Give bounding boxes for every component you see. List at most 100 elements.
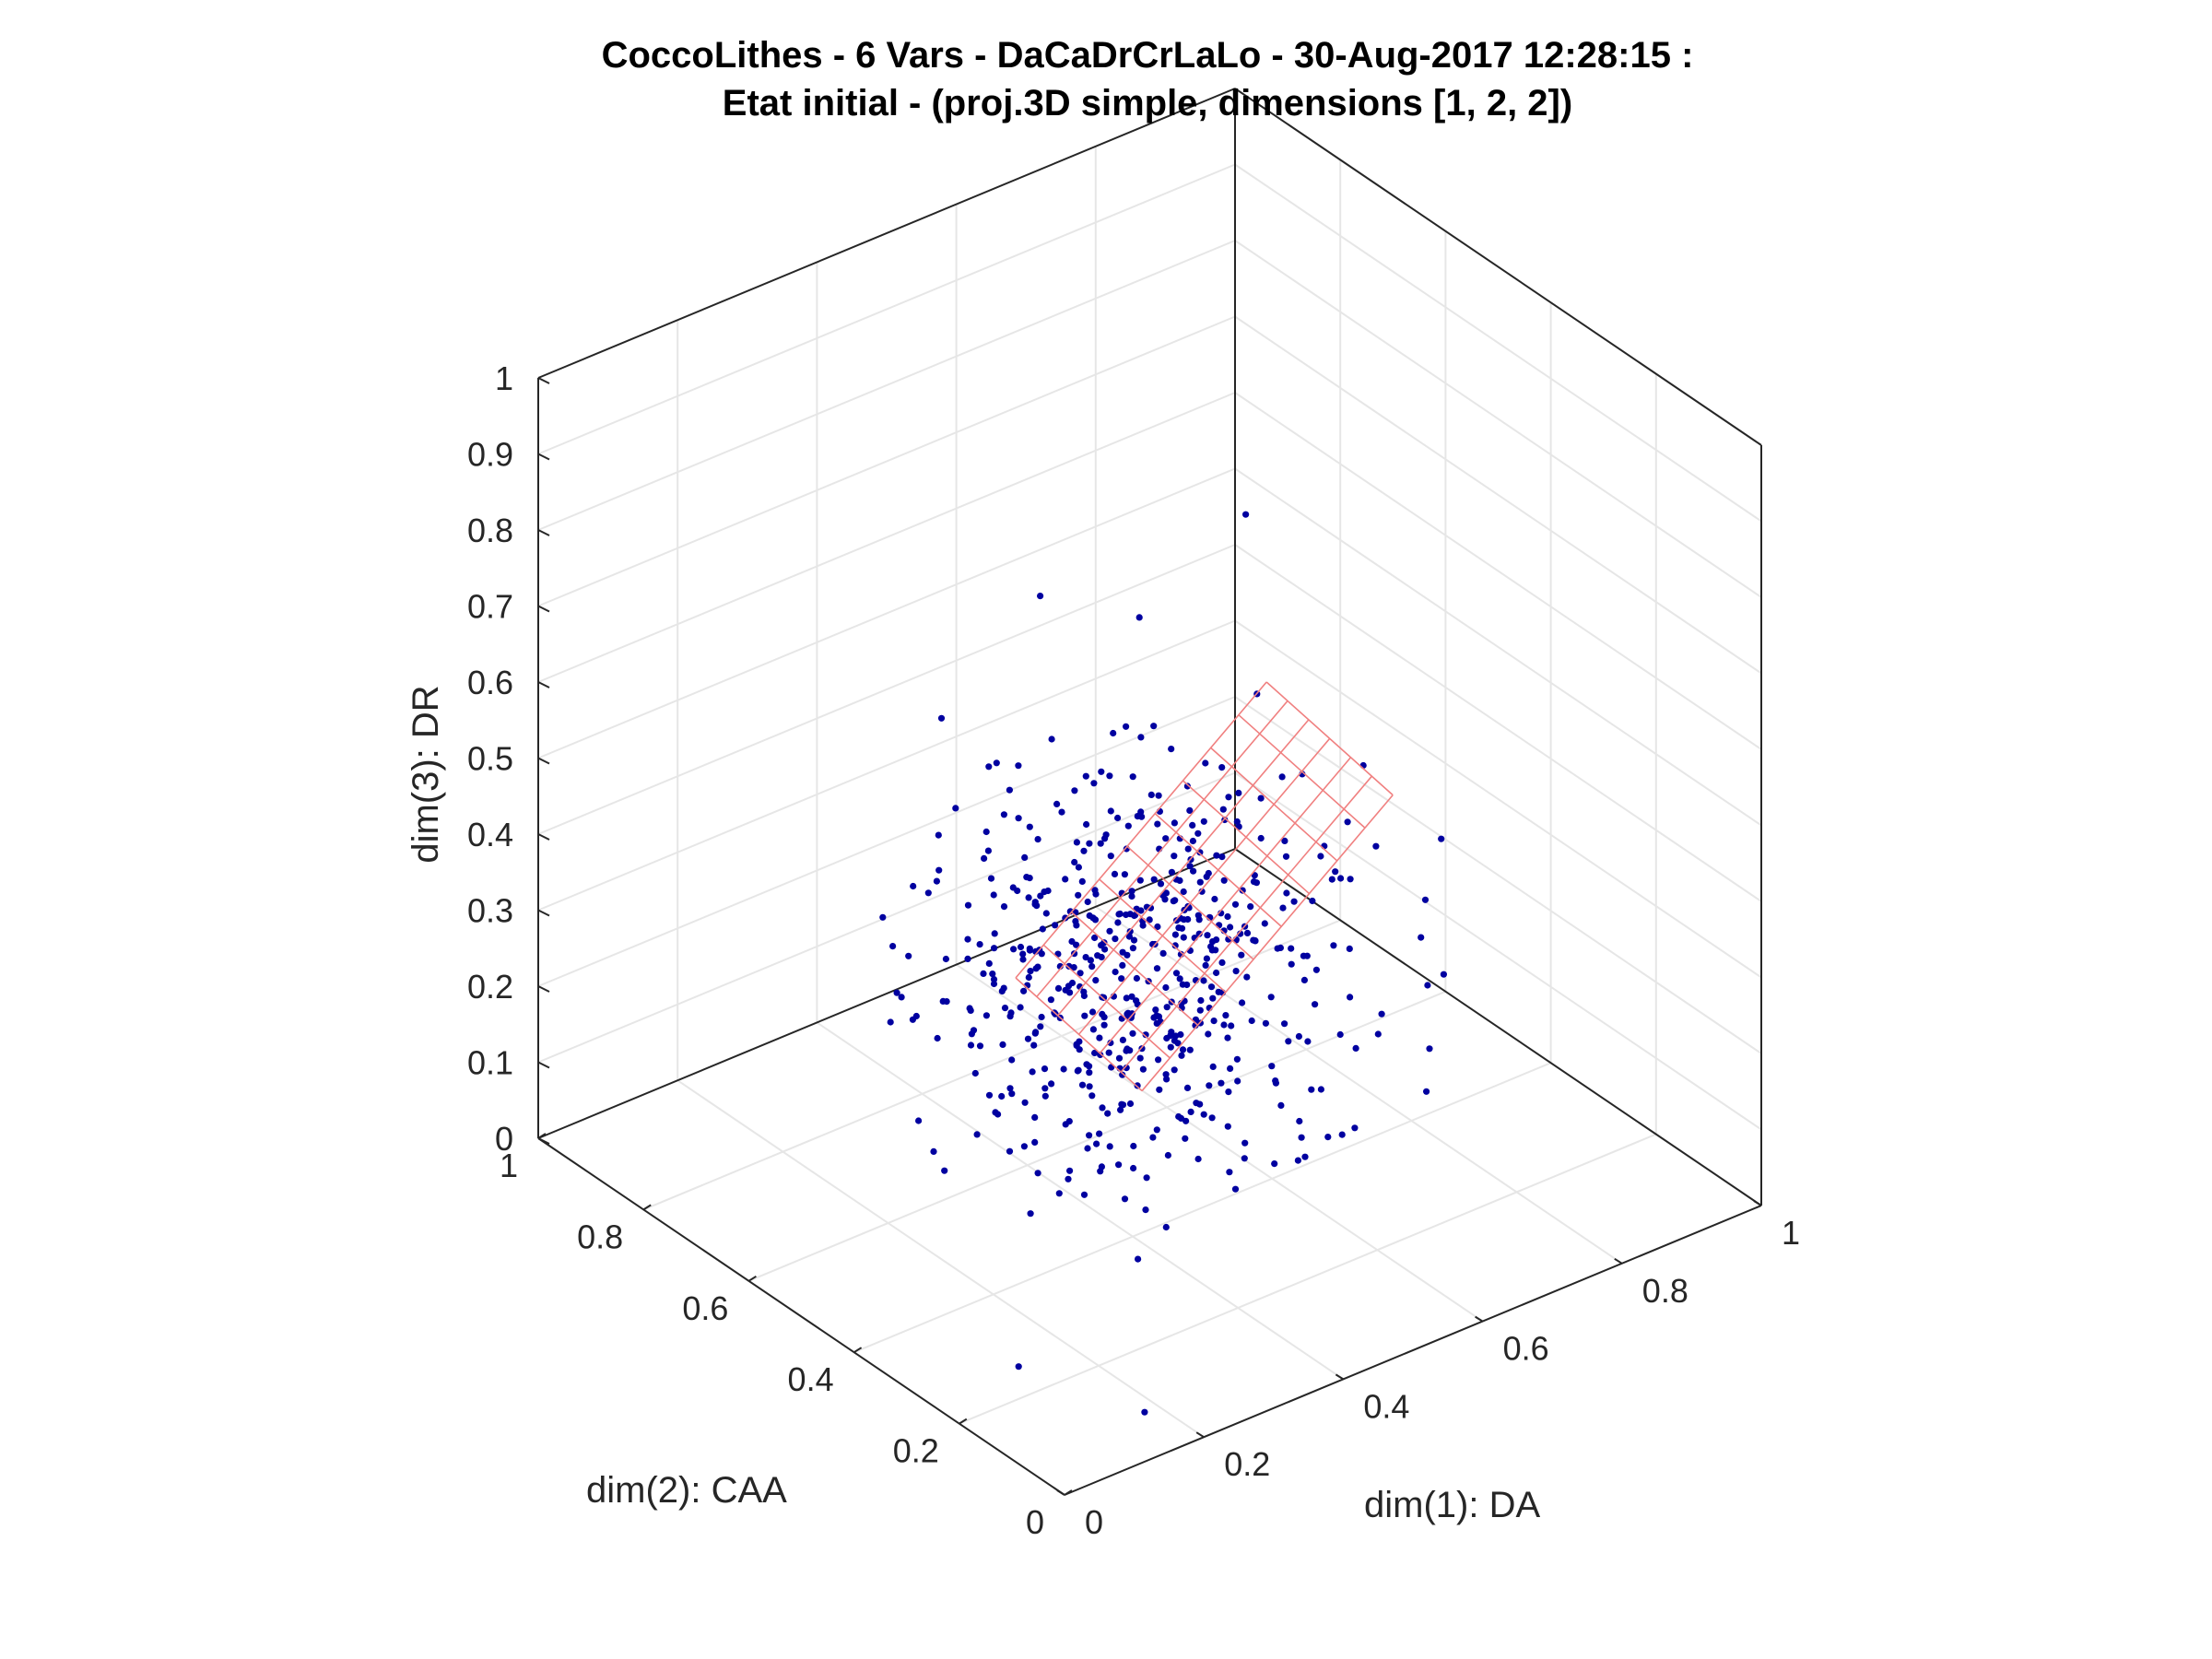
data-point	[1205, 869, 1212, 877]
data-point	[971, 1069, 979, 1077]
data-point	[1344, 818, 1351, 826]
data-point	[1137, 907, 1145, 914]
data-point	[1194, 912, 1202, 919]
data-point	[1328, 876, 1335, 883]
data-point	[1241, 1139, 1249, 1147]
data-point	[994, 1111, 1002, 1118]
y-tick-label: 0.8	[577, 1218, 623, 1255]
data-point	[1084, 898, 1091, 906]
data-point	[1238, 951, 1245, 959]
x-tick-label: 0.8	[1642, 1272, 1688, 1310]
data-point	[1114, 814, 1122, 822]
data-point	[1090, 780, 1098, 787]
data-point	[1206, 1082, 1213, 1089]
chart-title-line2: Etat initial - (proj.3D simple, dimensio…	[723, 83, 1572, 124]
data-point	[1078, 877, 1086, 886]
data-point	[1073, 1041, 1080, 1048]
data-point	[1146, 916, 1153, 924]
data-point	[1261, 920, 1268, 927]
data-point	[1162, 1223, 1170, 1231]
data-point	[1247, 903, 1254, 911]
data-point	[1171, 1066, 1178, 1074]
grid-line	[1234, 544, 1762, 902]
data-point	[1080, 1191, 1088, 1198]
data-point	[1106, 1143, 1113, 1150]
data-point	[982, 828, 990, 836]
data-point	[934, 1034, 941, 1042]
data-point	[1267, 994, 1275, 1001]
z-tick-label: 0.6	[467, 664, 513, 701]
data-point	[1000, 903, 1008, 911]
data-point	[1038, 950, 1045, 958]
data-point	[1080, 992, 1088, 1000]
y-tick-label: 1	[500, 1147, 518, 1184]
data-point	[942, 955, 949, 963]
z-tick-label: 0.1	[467, 1044, 513, 1082]
data-point	[1017, 943, 1025, 951]
data-point	[1038, 1013, 1045, 1021]
data-point	[1020, 1143, 1028, 1150]
data-point	[1225, 1088, 1232, 1096]
data-point	[1055, 1190, 1063, 1197]
data-point	[1243, 929, 1252, 937]
data-point	[1032, 965, 1040, 972]
data-point	[1282, 853, 1290, 860]
data-point	[1301, 1153, 1309, 1160]
data-point	[1239, 999, 1246, 1006]
data-point	[1024, 1035, 1032, 1042]
data-point	[1047, 996, 1054, 1004]
data-point	[935, 866, 943, 874]
data-point	[1378, 1010, 1385, 1018]
data-point	[991, 945, 998, 952]
data-point	[1119, 948, 1126, 956]
data-point	[1153, 965, 1161, 972]
data-point	[1155, 1013, 1163, 1020]
data-point	[967, 1041, 975, 1049]
data-point	[1257, 834, 1265, 842]
data-point	[1019, 950, 1027, 958]
data-point	[1235, 789, 1242, 797]
data-point	[1204, 932, 1211, 939]
data-point	[1205, 1030, 1212, 1038]
data-point	[1058, 808, 1065, 816]
data-point	[943, 998, 950, 1006]
data-point	[1162, 1071, 1170, 1078]
data-point	[1044, 887, 1052, 895]
data-point	[1194, 830, 1202, 837]
data-point	[1000, 984, 1007, 992]
data-point	[1129, 945, 1136, 952]
data-point	[1281, 837, 1288, 845]
data-point	[1135, 1255, 1142, 1263]
data-point	[1172, 970, 1181, 977]
data-point	[985, 763, 993, 771]
data-point	[1083, 820, 1090, 829]
data-point	[1114, 919, 1122, 926]
data-point	[941, 1167, 948, 1174]
data-point	[1025, 894, 1032, 901]
data-point	[1062, 876, 1069, 883]
data-point	[1088, 1092, 1096, 1100]
data-point	[1372, 842, 1380, 850]
y-axis-label: dim(2): CAA	[586, 1470, 787, 1511]
data-point	[1304, 1038, 1312, 1045]
data-point	[1281, 1020, 1288, 1028]
data-point	[1048, 735, 1055, 743]
data-point	[1193, 1100, 1200, 1107]
data-point	[1155, 1056, 1162, 1064]
data-point	[1039, 925, 1046, 933]
data-point	[1252, 936, 1259, 945]
data-point	[1037, 892, 1044, 900]
data-point	[1288, 945, 1295, 952]
data-point	[1091, 1049, 1099, 1057]
data-point	[1163, 1076, 1171, 1083]
data-point	[1118, 975, 1125, 982]
grid-line	[1234, 467, 1762, 827]
data-point	[1177, 1114, 1185, 1122]
data-point	[935, 831, 942, 839]
data-point	[1086, 1083, 1093, 1090]
grid-line	[677, 1079, 1205, 1439]
grid-line	[642, 919, 1341, 1211]
mesh-line	[1015, 681, 1267, 979]
data-point	[1184, 915, 1192, 924]
data-point	[1208, 947, 1216, 954]
